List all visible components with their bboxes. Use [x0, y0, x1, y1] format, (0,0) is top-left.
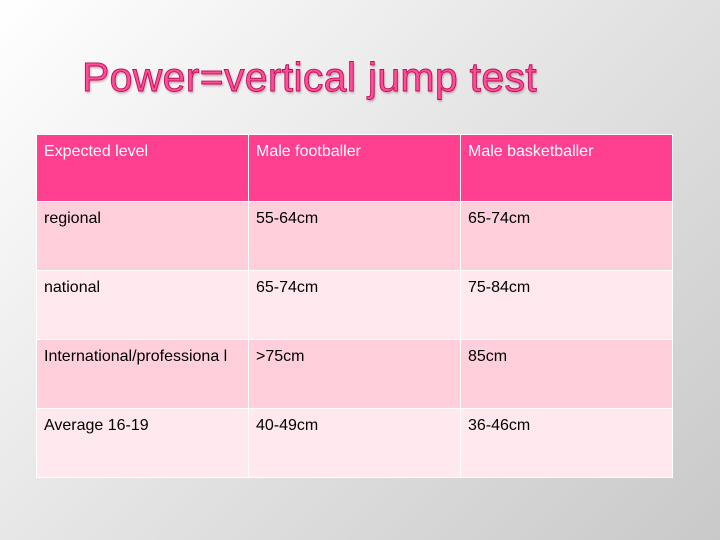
vertical-jump-table: Expected level Male footballer Male bask…	[36, 134, 673, 478]
footballer-cell: >75cm	[248, 339, 461, 409]
level-cell: national	[36, 270, 249, 340]
table-row: regional 55-64cm 65-74cm	[36, 201, 673, 271]
header-expected-level: Expected level	[36, 134, 249, 202]
header-male-footballer: Male footballer	[248, 134, 461, 202]
level-cell: Average 16-19	[36, 408, 249, 478]
basketballer-cell: 85cm	[460, 339, 673, 409]
slide-title: Power=vertical jump test	[82, 54, 538, 101]
footballer-cell: 65-74cm	[248, 270, 461, 340]
basketballer-cell: 75-84cm	[460, 270, 673, 340]
level-cell: regional	[36, 201, 249, 271]
footballer-cell: 40-49cm	[248, 408, 461, 478]
table-row: International/professiona l >75cm 85cm	[36, 339, 673, 409]
header-male-basketballer: Male basketballer	[460, 134, 673, 202]
basketballer-cell: 36-46cm	[460, 408, 673, 478]
table-header-row: Expected level Male footballer Male bask…	[36, 134, 673, 202]
footballer-cell: 55-64cm	[248, 201, 461, 271]
basketballer-cell: 65-74cm	[460, 201, 673, 271]
level-cell: International/professiona l	[36, 339, 249, 409]
table-row: national 65-74cm 75-84cm	[36, 270, 673, 340]
table-row: Average 16-19 40-49cm 36-46cm	[36, 408, 673, 478]
